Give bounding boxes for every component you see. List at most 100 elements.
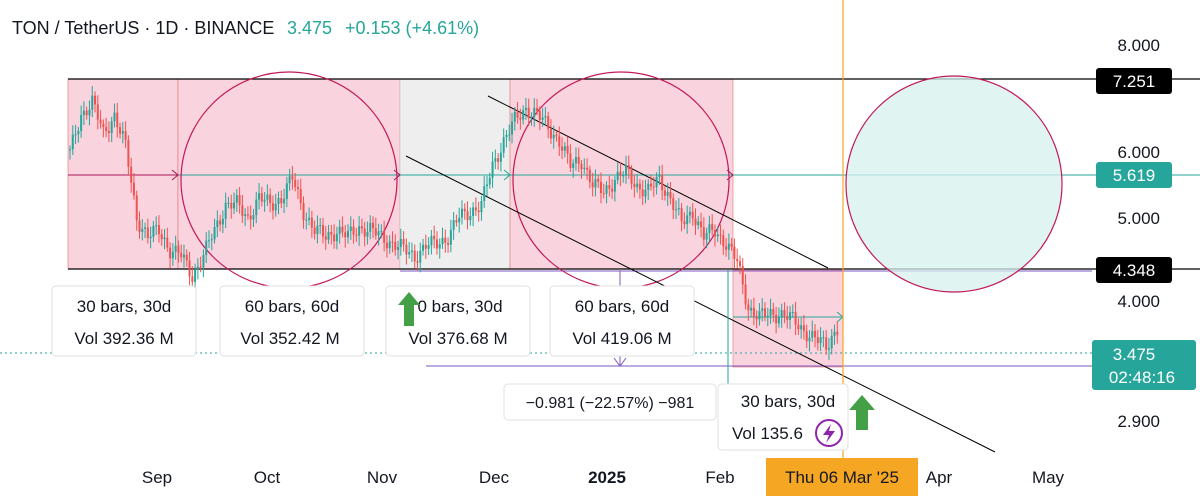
candle-body[interactable] [814, 330, 817, 338]
up-arrow-icon[interactable] [398, 292, 420, 326]
candle-body[interactable] [597, 178, 600, 182]
candle-body[interactable] [599, 181, 602, 194]
candle-body[interactable] [105, 127, 108, 132]
candle-body[interactable] [188, 260, 191, 277]
candle-body[interactable] [688, 211, 691, 216]
candle-body[interactable] [196, 266, 199, 270]
candle-body[interactable] [233, 202, 236, 209]
candle-body[interactable] [711, 224, 714, 230]
candle-body[interactable] [74, 134, 77, 136]
candle-body[interactable] [377, 231, 380, 236]
stat-box-4[interactable]: 60 bars, 60d Vol 419.06 M [549, 285, 695, 357]
channel-lower[interactable] [405, 155, 996, 453]
candle-body[interactable] [474, 207, 477, 211]
candle-body[interactable] [238, 195, 241, 206]
candle-body[interactable] [294, 179, 297, 188]
candle-body[interactable] [283, 199, 286, 204]
candle-body[interactable] [255, 199, 258, 216]
candle-body[interactable] [227, 202, 230, 204]
candle-body[interactable] [119, 127, 122, 134]
candle-body[interactable] [761, 308, 764, 312]
candle-body[interactable] [561, 146, 564, 151]
candle-body[interactable] [394, 241, 397, 251]
candle-body[interactable] [202, 255, 205, 268]
candle-body[interactable] [191, 276, 194, 282]
candle-body[interactable] [588, 169, 591, 183]
candle-body[interactable] [733, 246, 736, 259]
candle-body[interactable] [430, 235, 433, 246]
candle-body[interactable] [650, 183, 653, 187]
candle-body[interactable] [602, 193, 605, 195]
candle-body[interactable] [747, 304, 750, 311]
candle-body[interactable] [321, 225, 324, 237]
candle-body[interactable] [397, 247, 400, 251]
candle-body[interactable] [552, 134, 555, 139]
candle-body[interactable] [313, 227, 316, 234]
candle-body[interactable] [85, 110, 88, 116]
candle-body[interactable] [258, 193, 261, 200]
candle-body[interactable] [402, 239, 405, 245]
candle-body[interactable] [305, 219, 308, 221]
candle-body[interactable] [516, 111, 519, 118]
candle-body[interactable] [727, 243, 730, 250]
price-axis[interactable]: 8.000 6.000 5.000 4.000 2.900 [1117, 36, 1160, 431]
candle-body[interactable] [755, 316, 758, 320]
candle-body[interactable] [380, 230, 383, 232]
candle-body[interactable] [527, 107, 530, 119]
candle-body[interactable] [374, 228, 377, 236]
candle-body[interactable] [107, 131, 110, 134]
candle-body[interactable] [266, 194, 269, 200]
candle-body[interactable] [477, 210, 480, 213]
up-arrow-icon[interactable] [849, 395, 875, 430]
candle-body[interactable] [764, 308, 766, 317]
candle-body[interactable] [680, 207, 683, 222]
candle-body[interactable] [80, 114, 83, 131]
candle-body[interactable] [263, 199, 266, 202]
candle-body[interactable] [460, 208, 463, 218]
candle-body[interactable] [463, 208, 466, 212]
candle-body[interactable] [82, 110, 85, 115]
candle-body[interactable] [533, 107, 536, 117]
candle-body[interactable] [433, 235, 436, 240]
candle-body[interactable] [511, 121, 514, 135]
candle-body[interactable] [572, 163, 575, 168]
candle-body[interactable] [719, 234, 722, 236]
candle-body[interactable] [691, 211, 694, 219]
candle-body[interactable] [750, 307, 753, 311]
candle-body[interactable] [260, 193, 263, 202]
candle-body[interactable] [388, 241, 391, 249]
candle-body[interactable] [291, 176, 294, 180]
candle-body[interactable] [586, 167, 589, 170]
candle-body[interactable] [308, 217, 311, 220]
candle-body[interactable] [155, 225, 158, 227]
candle-body[interactable] [816, 337, 819, 344]
candle-body[interactable] [802, 325, 805, 332]
candle-body[interactable] [677, 207, 680, 210]
candle-body[interactable] [208, 240, 210, 242]
candle-body[interactable] [157, 225, 160, 235]
candle-body[interactable] [524, 107, 527, 111]
candle-body[interactable] [146, 227, 149, 239]
candle-body[interactable] [132, 182, 135, 196]
candle-body[interactable] [441, 237, 444, 245]
candle-body[interactable] [347, 230, 349, 238]
candle-body[interactable] [769, 309, 772, 316]
candle-body[interactable] [319, 225, 322, 227]
candle-body[interactable] [391, 241, 394, 243]
candle-body[interactable] [299, 188, 302, 204]
candle-body[interactable] [700, 221, 703, 228]
candle-body[interactable] [725, 246, 728, 250]
candle-body[interactable] [138, 220, 141, 232]
candle-body[interactable] [310, 217, 313, 228]
candle-body[interactable] [372, 222, 375, 229]
candle-body[interactable] [241, 205, 244, 216]
candle-body[interactable] [666, 191, 669, 196]
candle-body[interactable] [422, 244, 425, 251]
candle-body[interactable] [452, 220, 455, 230]
candle-body[interactable] [730, 243, 733, 247]
candle-body[interactable] [822, 337, 825, 339]
candle-body[interactable] [772, 309, 775, 315]
candle-body[interactable] [171, 251, 174, 259]
candle-body[interactable] [777, 317, 780, 324]
